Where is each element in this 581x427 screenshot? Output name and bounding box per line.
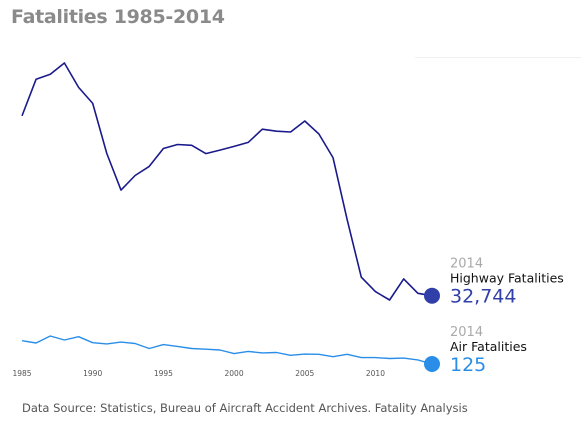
- air-fatalities-name-label: Air Fatalities: [450, 339, 527, 354]
- x-tick-label: 1990: [83, 369, 102, 378]
- highway-fatalities-name-label: Highway Fatalities: [450, 271, 564, 286]
- x-tick-label: 1995: [154, 369, 173, 378]
- series-end-markers: [424, 287, 440, 372]
- air-fatalities-line: [21, 335, 433, 365]
- x-tick-label: 2010: [366, 369, 385, 378]
- highway-fatalities-end-marker: [424, 287, 440, 304]
- air-fatalities-year-label: 2014: [450, 325, 483, 340]
- air-fatalities-end-marker: [424, 356, 440, 372]
- source-note: Data Source: Statistics, Bureau of Aircr…: [22, 401, 468, 415]
- highway-fatalities-line: [21, 62, 433, 301]
- highway-fatalities-value-label: 32,744: [450, 286, 516, 308]
- x-tick-label: 1985: [12, 369, 31, 378]
- chart-title: Fatalities 1985-2014: [11, 6, 225, 28]
- x-tick-label: 2005: [295, 369, 314, 378]
- series-lines: [21, 62, 433, 365]
- air-fatalities-value-label: 125: [450, 354, 486, 376]
- x-tick-label: 2000: [225, 369, 244, 378]
- x-axis-ticks: 1985 1990 1995 2000 2005 2010: [12, 369, 385, 378]
- highway-fatalities-year-label: 2014: [450, 257, 483, 272]
